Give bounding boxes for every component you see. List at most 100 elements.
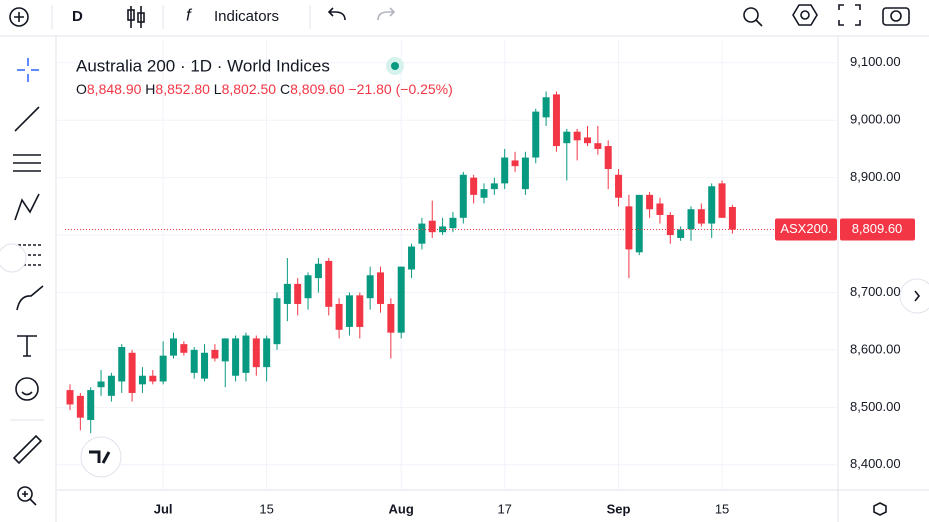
- candle-body: [294, 283, 302, 304]
- candle-body: [625, 206, 633, 250]
- price-label-box: [775, 218, 837, 241]
- candle-body: [615, 174, 623, 198]
- ruler[interactable]: [12, 434, 43, 465]
- y-tick-label: 9,000.00: [850, 112, 901, 127]
- redo[interactable]: [377, 7, 396, 21]
- top-toolbar: D f Indicators: [0, 4, 929, 37]
- indicators[interactable]: Indicators: [214, 8, 279, 25]
- o-label: O: [76, 81, 87, 97]
- candle-body: [428, 220, 436, 233]
- text-tool[interactable]: [17, 335, 37, 357]
- trend-line[interactable]: [14, 106, 40, 132]
- candle-body: [532, 111, 540, 158]
- y-tick-label: 8,700.00: [850, 284, 901, 299]
- ohlc-legend: O8,848.90 H8,852.80 L8,802.50 C8,809.60 …: [76, 81, 453, 97]
- candle-body: [273, 298, 281, 345]
- candle-body: [687, 209, 695, 230]
- candle-body: [521, 157, 529, 190]
- candle-body: [345, 295, 353, 327]
- candle-body: [728, 206, 736, 230]
- x-tick-label: 15: [715, 501, 729, 516]
- y-tick-label: 8,900.00: [850, 169, 901, 184]
- y-tick-label: 8,400.00: [850, 456, 901, 471]
- chart-type[interactable]: [127, 6, 145, 28]
- change: −21.80 (−0.25%): [349, 81, 453, 97]
- candle-body: [314, 263, 322, 279]
- candle-body: [263, 338, 271, 368]
- candle-body: [656, 203, 664, 215]
- c-value: 8,809.60: [290, 81, 345, 97]
- candle-body: [594, 143, 602, 149]
- brush[interactable]: [16, 285, 44, 311]
- candle-body: [325, 260, 333, 307]
- candle-body: [221, 338, 229, 362]
- candle-body: [138, 375, 146, 385]
- c-label: C: [280, 81, 290, 97]
- x-tick-label: Sep: [607, 501, 631, 516]
- candle-body: [170, 338, 177, 356]
- candle-body: [501, 157, 509, 184]
- candle-body: [542, 97, 550, 118]
- screenshot[interactable]: [882, 7, 910, 26]
- candle-body: [242, 335, 250, 373]
- candle-body: [573, 131, 581, 141]
- patterns[interactable]: [14, 193, 40, 221]
- candle-body: [377, 272, 384, 304]
- candle-body: [252, 338, 260, 368]
- undo[interactable]: [327, 7, 346, 21]
- candle-body: [211, 349, 219, 359]
- zoom[interactable]: [17, 486, 33, 502]
- left-toolbar: [10, 36, 57, 522]
- candle-body: [304, 275, 312, 299]
- chart-title: Australia 200 · 1D · World Indices: [76, 56, 330, 75]
- candle-body: [397, 266, 405, 333]
- emoji[interactable]: [15, 377, 39, 401]
- candle-body: [107, 375, 115, 396]
- candle-body: [408, 246, 416, 270]
- settings[interactable]: [792, 4, 818, 26]
- candle-body: [97, 381, 105, 388]
- o-value: 8,848.90: [87, 81, 142, 97]
- scroll-right[interactable]: [899, 278, 929, 314]
- candle-body: [128, 352, 136, 393]
- x-tick-label: Aug: [389, 501, 414, 516]
- candle-body: [418, 223, 426, 244]
- axis-settings[interactable]: [873, 502, 887, 516]
- h-value: 8,852.80: [155, 81, 210, 97]
- crosshair[interactable]: [17, 58, 39, 82]
- add-symbol[interactable]: [9, 7, 29, 27]
- fx-icon[interactable]: f: [186, 5, 193, 24]
- price-symbol-label: ASX200.: [780, 221, 831, 236]
- candle-body: [335, 303, 343, 330]
- fullscreen[interactable]: [838, 4, 861, 26]
- candle-body: [283, 283, 291, 304]
- y-tick-label: 9,100.00: [850, 54, 901, 69]
- candle-body: [490, 183, 498, 190]
- candle-body: [563, 131, 571, 144]
- candle-body: [635, 194, 643, 253]
- x-tick-label: Jul: [154, 501, 173, 516]
- candle-body: [511, 160, 519, 167]
- candle-body: [232, 338, 240, 376]
- candle-body: [697, 209, 705, 224]
- h-label: H: [145, 81, 155, 97]
- candle-body: [552, 94, 560, 147]
- candle-body: [470, 177, 478, 195]
- candle-body: [480, 189, 488, 198]
- candle-body: [718, 183, 726, 218]
- candle-body: [201, 352, 209, 379]
- candle-body: [708, 186, 716, 224]
- candle-body: [387, 303, 395, 333]
- candle-body: [604, 146, 612, 170]
- candle-body: [677, 229, 685, 238]
- fib[interactable]: [13, 154, 41, 172]
- candle-body: [666, 214, 674, 236]
- candle-body: [87, 390, 95, 420]
- interval[interactable]: D: [72, 8, 83, 25]
- candle-body: [646, 194, 654, 210]
- candle-body: [149, 375, 157, 382]
- alert[interactable]: [743, 7, 759, 23]
- collapse-left[interactable]: [0, 243, 27, 273]
- logo[interactable]: [80, 436, 122, 478]
